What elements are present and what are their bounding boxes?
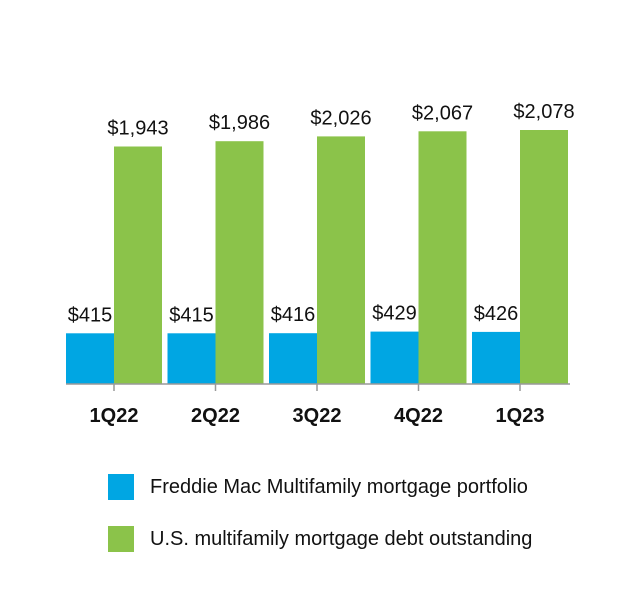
- x-ticks-layer: 1Q22 2Q22 3Q22 4Q22 1Q23: [90, 384, 545, 427]
- data-label-debt-outstanding-3q22: $2,026: [310, 107, 371, 129]
- data-label-debt-outstanding-2q22: $1,986: [209, 112, 270, 134]
- legend-item-portfolio: Freddie Mac Multifamily mortgage portfol…: [108, 474, 532, 500]
- bar-debt-outstanding-3q22: [317, 136, 365, 384]
- bar-portfolio-1q23: [472, 331, 520, 384]
- data-label-debt-outstanding-1q23: $2,078: [513, 101, 574, 123]
- bar-portfolio-4q22: [370, 331, 419, 384]
- data-label-portfolio-3q22: $416: [271, 304, 316, 326]
- legend-swatch-portfolio: [108, 474, 134, 500]
- data-label-portfolio-4q22: $429: [372, 303, 417, 325]
- data-label-portfolio-2q22: $415: [169, 304, 214, 326]
- data-labels-layer: $415 $1,943 $415 $1,986 $416 $2,026 $429 $2,067…: [68, 101, 575, 326]
- bar-portfolio-1q22: [66, 333, 114, 384]
- x-tick-label-2q22: 2Q22: [191, 405, 240, 427]
- legend-swatch-debt-outstanding: [108, 526, 134, 552]
- legend-label-portfolio: Freddie Mac Multifamily mortgage portfol…: [150, 475, 528, 498]
- legend-label-debt-outstanding: U.S. multifamily mortgage debt outstandi…: [150, 527, 533, 550]
- x-tick-label-3q22: 3Q22: [293, 405, 342, 427]
- data-label-portfolio-1q23: $426: [474, 303, 519, 325]
- x-tick-label-1q22: 1Q22: [90, 405, 139, 427]
- bars-layer: [66, 130, 568, 384]
- bar-portfolio-2q22: [167, 333, 216, 384]
- bar-debt-outstanding-1q22: [114, 146, 162, 384]
- legend-item-debt-outstanding: U.S. multifamily mortgage debt outstandi…: [108, 526, 532, 552]
- legend: Freddie Mac Multifamily mortgage portfol…: [108, 474, 532, 578]
- bar-debt-outstanding-2q22: [215, 141, 264, 384]
- x-tick-label-4q22: 4Q22: [394, 405, 443, 427]
- data-label-debt-outstanding-1q22: $1,943: [107, 118, 168, 140]
- data-label-portfolio-1q22: $415: [68, 304, 113, 326]
- bar-debt-outstanding-4q22: [418, 131, 467, 384]
- bar-debt-outstanding-1q23: [520, 130, 568, 384]
- data-label-debt-outstanding-4q22: $2,067: [412, 102, 473, 124]
- x-tick-label-1q23: 1Q23: [496, 405, 545, 427]
- bar-portfolio-3q22: [269, 333, 317, 384]
